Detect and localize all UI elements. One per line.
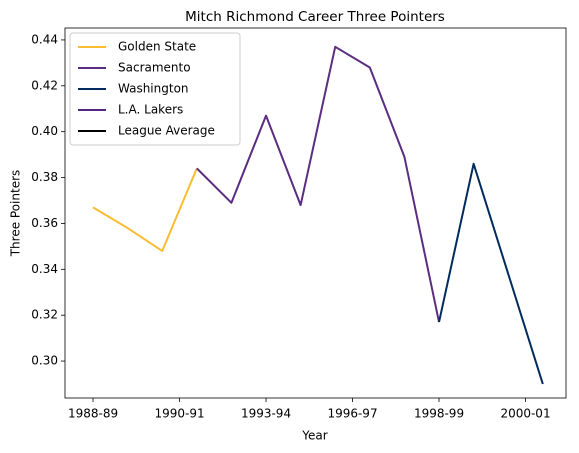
y-axis-label: Three Pointers — [9, 170, 23, 258]
x-tick-label: 1988-89 — [68, 407, 118, 421]
plot-frame — [64, 27, 567, 399]
legend-label: Washington — [118, 82, 189, 96]
x-tick-label: 1996-97 — [327, 407, 377, 421]
legend-label: L.A. Lakers — [118, 103, 183, 117]
y-tick-label: 0.34 — [31, 262, 58, 276]
legend-box — [69, 32, 241, 146]
series-line — [92, 167, 198, 252]
chart-title: Mitch Richmond Career Three Pointers — [185, 9, 445, 25]
y-tick-label: 0.42 — [31, 78, 58, 92]
x-tick-label: 2000-01 — [500, 407, 550, 421]
y-tick-label: 0.36 — [31, 216, 58, 230]
x-tick-label: 1990-91 — [154, 407, 204, 421]
series-line — [438, 162, 544, 385]
y-tick-label: 0.30 — [31, 354, 58, 368]
x-axis-label: Year — [301, 429, 327, 443]
y-tick-label: 0.32 — [31, 308, 58, 322]
y-tick-label: 0.38 — [31, 170, 58, 184]
x-tick-label: 1998-99 — [414, 407, 464, 421]
y-tick-label: 0.40 — [31, 124, 58, 138]
x-tick-label: 1993-94 — [241, 407, 291, 421]
legend-label: Sacramento — [118, 61, 191, 75]
legend-label: League Average — [118, 124, 215, 138]
legend-label: Golden State — [118, 40, 196, 54]
series-line — [196, 45, 440, 323]
y-tick-label: 0.44 — [31, 32, 58, 46]
